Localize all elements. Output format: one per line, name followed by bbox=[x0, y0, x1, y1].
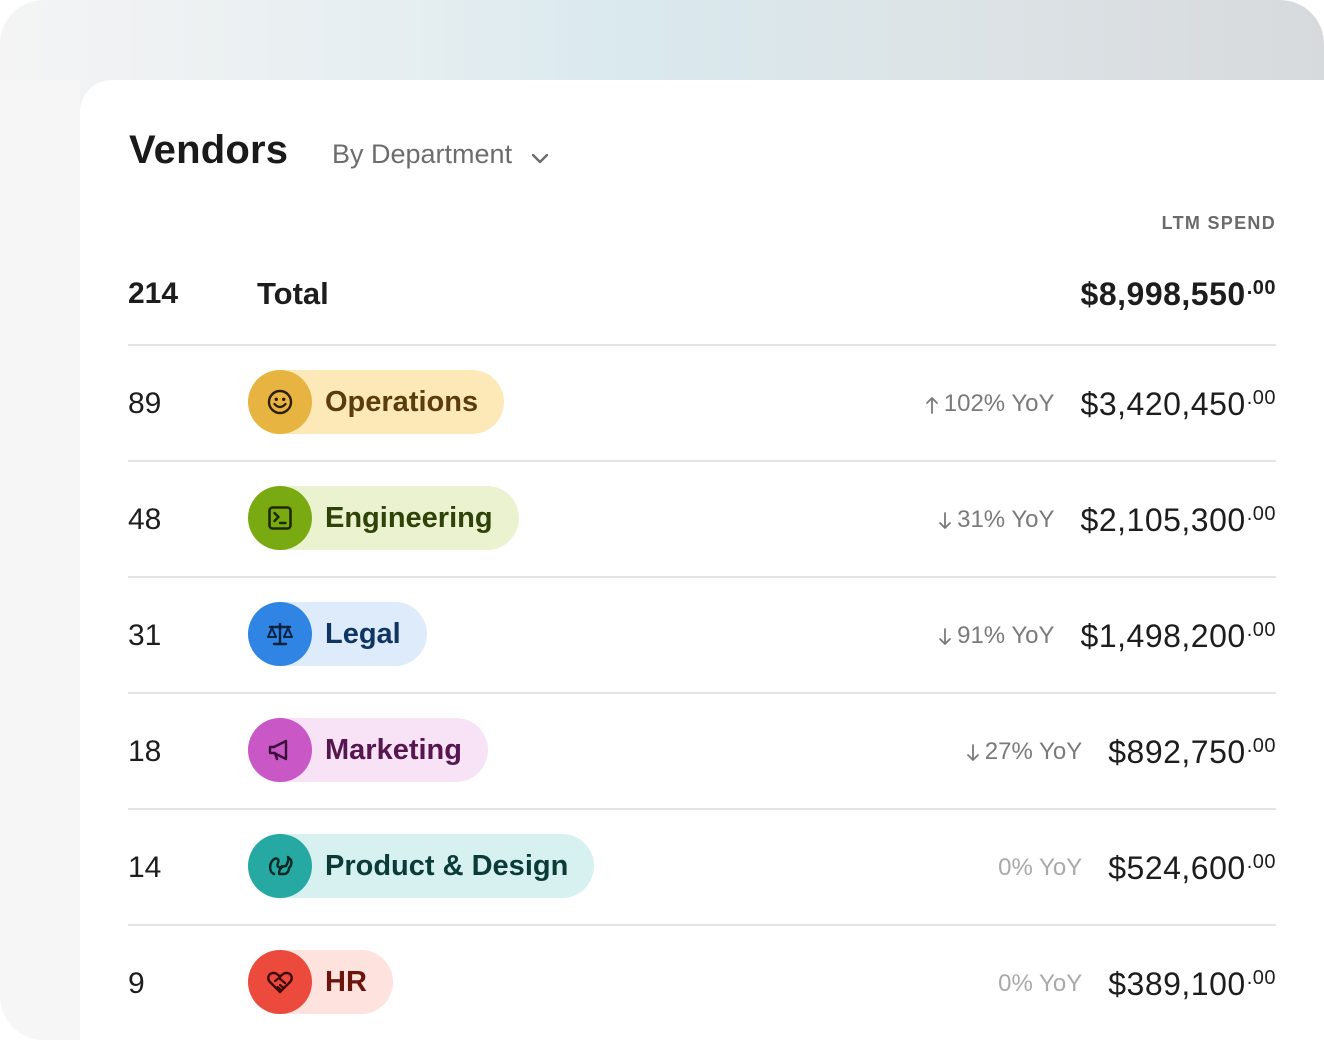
department-row[interactable]: 89 Operations 102% YoY $3,420,450.00 bbox=[128, 344, 1276, 462]
vendor-count: 89 bbox=[128, 387, 162, 420]
squirrel-icon bbox=[248, 834, 312, 898]
background-left-strip bbox=[0, 80, 80, 1040]
yoy-change: 0% YoY bbox=[998, 854, 1083, 881]
scale-icon bbox=[248, 602, 312, 666]
total-label: Total bbox=[257, 276, 329, 311]
yoy-change: 102% YoY bbox=[924, 390, 1055, 418]
ltm-spend-amount: $892,750.00 bbox=[1108, 733, 1276, 770]
arrow-down-icon bbox=[937, 510, 953, 530]
group-by-label: By Department bbox=[332, 138, 513, 169]
department-tag[interactable]: Legal bbox=[248, 602, 427, 666]
department-label: Marketing bbox=[325, 733, 462, 766]
ltm-spend-amount: $2,105,300.00 bbox=[1080, 501, 1276, 538]
department-row[interactable]: 18 Marketing 27% YoY $892,750.00 bbox=[128, 692, 1276, 810]
arrow-up-icon bbox=[924, 394, 940, 414]
ltm-spend-amount: $524,600.00 bbox=[1108, 849, 1276, 886]
ltm-spend-header: LTM SPEND bbox=[1161, 213, 1276, 233]
department-label: Engineering bbox=[325, 501, 493, 534]
heart-handshake-icon bbox=[248, 950, 312, 1014]
terminal-icon bbox=[248, 486, 312, 550]
department-tag[interactable]: HR bbox=[248, 950, 393, 1014]
ltm-spend-amount: $3,420,450.00 bbox=[1080, 385, 1276, 422]
department-tag[interactable]: Engineering bbox=[248, 486, 519, 550]
department-label: HR bbox=[325, 965, 367, 998]
arrow-down-icon bbox=[965, 742, 981, 762]
total-row: 214 Total $8,998,550.00 bbox=[128, 244, 1276, 344]
yoy-change: 0% YoY bbox=[998, 970, 1083, 997]
department-row[interactable]: 48 Engineering 31% YoY $2,105,300.00 bbox=[128, 460, 1276, 578]
department-row[interactable]: 31 Legal 91% YoY $1,498,200.00 bbox=[128, 576, 1276, 694]
page-title: Vendors bbox=[129, 128, 289, 172]
chevron-down-icon bbox=[530, 144, 550, 164]
vendor-count: 31 bbox=[128, 619, 162, 652]
ltm-spend-amount: $1,498,200.00 bbox=[1080, 617, 1276, 654]
vendor-count: 48 bbox=[128, 503, 162, 536]
department-tag[interactable]: Operations bbox=[248, 370, 505, 434]
megaphone-icon bbox=[248, 718, 312, 782]
vendor-count: 18 bbox=[128, 735, 162, 768]
department-label: Product & Design bbox=[325, 849, 569, 882]
department-row[interactable]: 14 Product & Design 0% YoY $524,600.00 bbox=[128, 808, 1276, 926]
vendor-count: 14 bbox=[128, 851, 162, 884]
yoy-change: 31% YoY bbox=[937, 506, 1055, 534]
ltm-spend-amount: $389,100.00 bbox=[1108, 965, 1276, 1002]
department-tag[interactable]: Product & Design bbox=[248, 834, 595, 898]
yoy-change: 27% YoY bbox=[965, 738, 1082, 766]
department-tag[interactable]: Marketing bbox=[248, 718, 488, 782]
group-by-dropdown[interactable]: By Department bbox=[332, 136, 550, 172]
arrow-down-icon bbox=[937, 626, 953, 646]
vendor-count: 9 bbox=[128, 967, 145, 1000]
department-row[interactable]: 9 HR 0% YoY $389,100.00 bbox=[128, 924, 1276, 1042]
department-label: Operations bbox=[325, 385, 479, 418]
total-count: 214 bbox=[128, 277, 179, 310]
total-amount: $8,998,550.00 bbox=[1080, 275, 1276, 312]
vendors-card: Vendors By Department LTM SPEND 214 Tota… bbox=[80, 80, 1324, 1040]
yoy-change: 91% YoY bbox=[937, 622, 1055, 650]
smiley-icon bbox=[248, 370, 312, 434]
department-label: Legal bbox=[325, 617, 401, 650]
